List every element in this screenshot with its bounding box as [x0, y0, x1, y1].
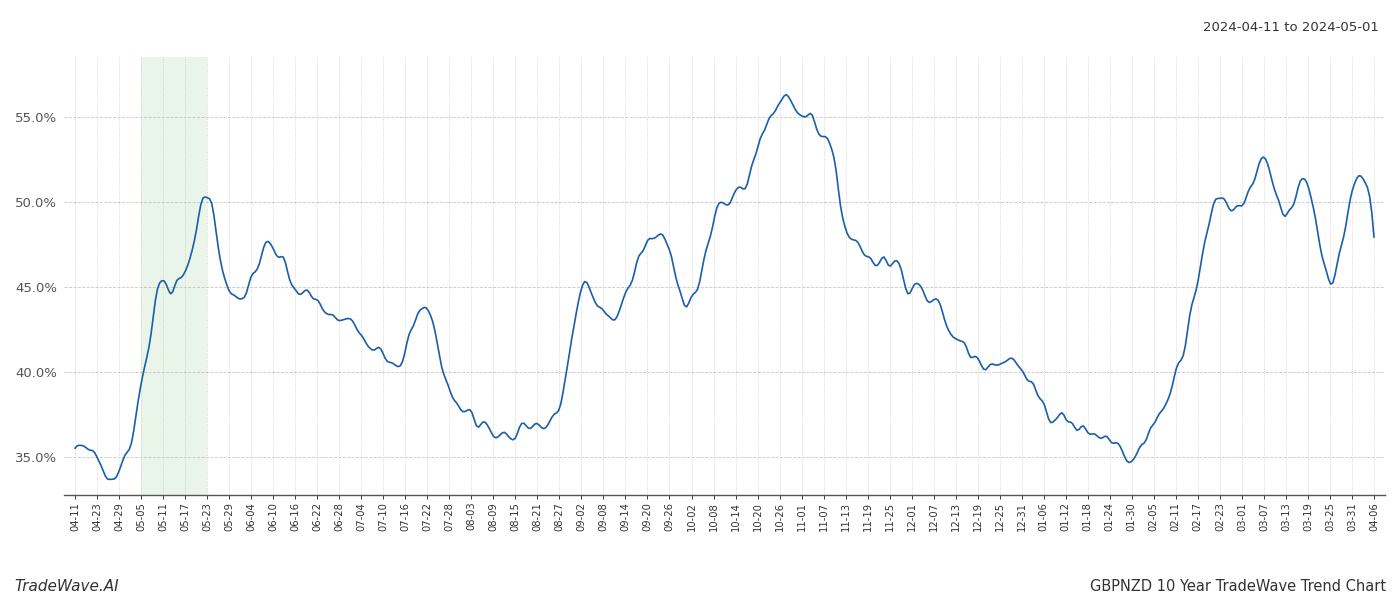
Text: TradeWave.AI: TradeWave.AI [14, 579, 119, 594]
Text: 2024-04-11 to 2024-05-01: 2024-04-11 to 2024-05-01 [1203, 21, 1379, 34]
Text: GBPNZD 10 Year TradeWave Trend Chart: GBPNZD 10 Year TradeWave Trend Chart [1089, 579, 1386, 594]
Bar [141, 57, 207, 495]
